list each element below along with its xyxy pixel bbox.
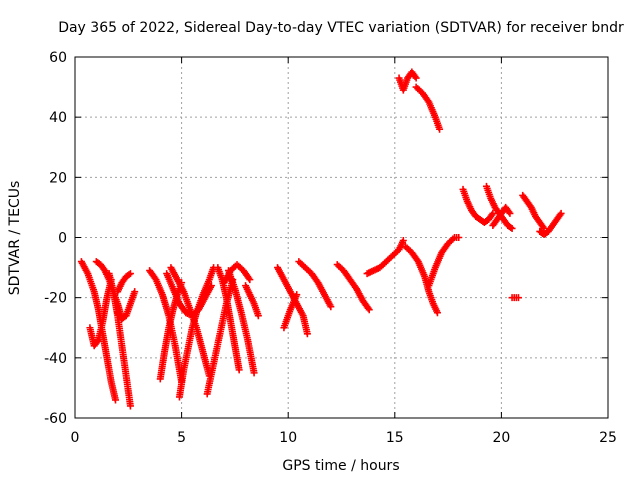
x-tick-label: 25 <box>599 430 617 446</box>
data-point <box>399 237 407 245</box>
data-point <box>540 224 548 232</box>
data-point <box>506 209 514 217</box>
data-point <box>556 211 564 219</box>
data-point <box>514 294 522 302</box>
data-point <box>93 337 101 345</box>
data-point <box>327 303 335 311</box>
data-point <box>126 402 134 410</box>
y-tick-label: 60 <box>49 50 67 66</box>
data-point <box>131 288 139 296</box>
data-point <box>455 234 463 241</box>
y-tick-label: -20 <box>44 291 67 307</box>
data-point <box>245 274 253 282</box>
x-tick-label: 10 <box>279 430 297 446</box>
y-tick-label: 40 <box>49 110 67 126</box>
data-points <box>77 68 565 410</box>
data-point <box>246 276 254 284</box>
data-point <box>364 304 372 312</box>
data-point <box>557 209 565 217</box>
data-point <box>489 209 497 217</box>
data-point <box>508 224 516 232</box>
data-point <box>254 312 262 320</box>
data-point <box>365 306 373 314</box>
data-point <box>126 270 134 278</box>
data-point <box>505 208 513 216</box>
data-point <box>293 291 301 299</box>
grid-layer <box>75 57 608 418</box>
x-axis-label: GPS time / hours <box>282 458 399 474</box>
y-tick-label: 20 <box>49 170 67 186</box>
y-tick-label: 0 <box>58 231 67 247</box>
y-tick-label: -60 <box>44 411 67 427</box>
tick-layer: 0 5 10 15 20 25 -60 -40 -20 0 20 40 60 <box>44 50 617 446</box>
x-tick-label: 0 <box>71 430 80 446</box>
data-point <box>303 330 311 338</box>
data-point <box>250 369 258 377</box>
data-point <box>125 271 133 279</box>
data-point <box>539 223 547 231</box>
data-point <box>412 74 420 82</box>
data-point <box>112 396 120 404</box>
data-point <box>235 366 243 374</box>
y-axis-label: SDTVAR / TECUs <box>7 181 23 296</box>
x-tick-label: 15 <box>386 430 404 446</box>
y-tick-label: -40 <box>44 351 67 367</box>
data-point <box>488 211 496 219</box>
x-tick-label: 5 <box>177 430 186 446</box>
x-tick-label: 20 <box>492 430 510 446</box>
chart-title: Day 365 of 2022, Sidereal Day-to-day VTE… <box>58 20 624 36</box>
data-point <box>436 125 444 133</box>
data-point <box>411 73 419 81</box>
data-point <box>433 309 441 317</box>
data-point <box>507 223 515 231</box>
